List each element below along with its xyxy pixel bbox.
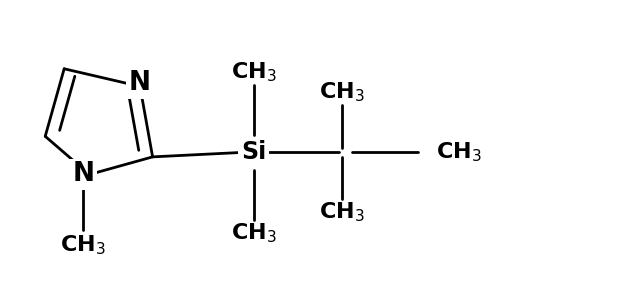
Text: N: N <box>72 162 94 188</box>
Text: CH$_3$: CH$_3$ <box>319 80 365 104</box>
Text: N: N <box>129 70 151 96</box>
Text: CH$_3$: CH$_3$ <box>319 201 365 224</box>
Text: CH$_3$: CH$_3$ <box>231 221 276 245</box>
Text: CH$_3$: CH$_3$ <box>231 60 276 84</box>
Text: CH$_3$: CH$_3$ <box>436 141 482 164</box>
Text: CH$_3$: CH$_3$ <box>60 233 106 257</box>
Text: Si: Si <box>241 140 266 165</box>
